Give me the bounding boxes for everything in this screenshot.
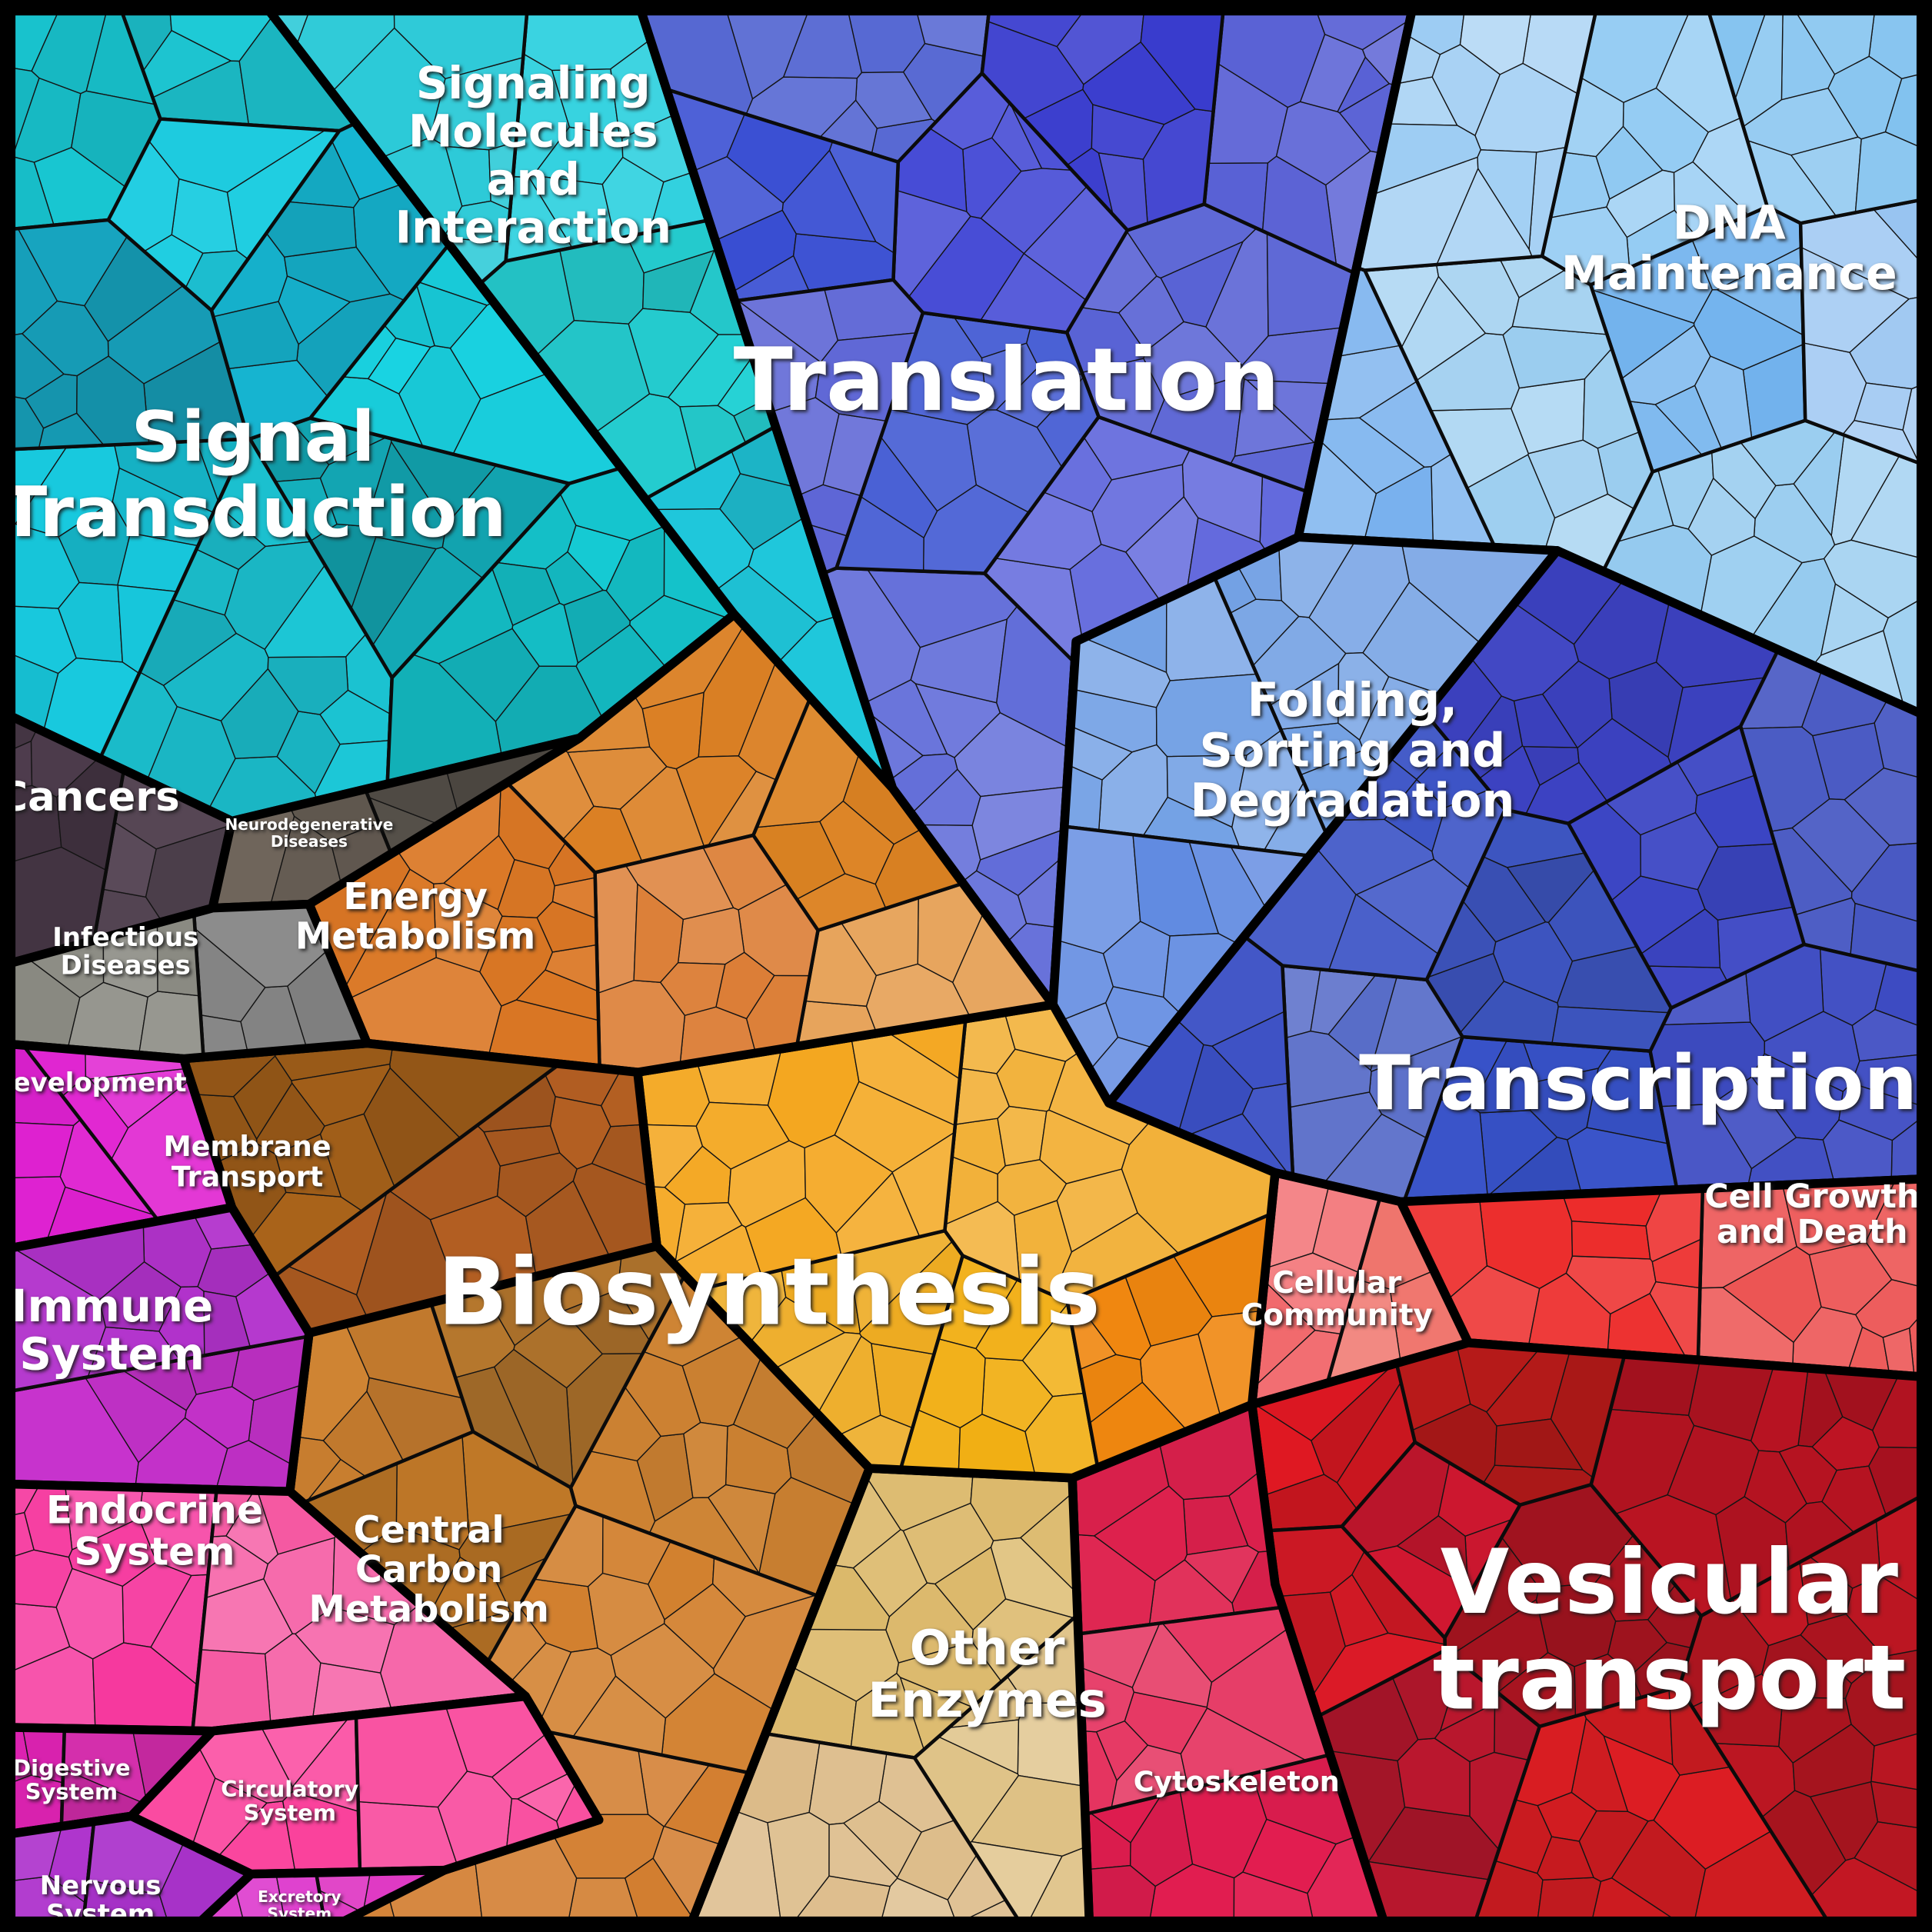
region-label-cellular-community: Community — [1241, 1298, 1433, 1333]
region-label-central-carbon-metabolism: Central — [354, 1509, 505, 1551]
region-label-digestive-system: Digestive — [12, 1754, 130, 1780]
region-label-other-enzymes: Enzymes — [868, 1672, 1106, 1728]
region-signaling-molecules-and-interaction — [256, 0, 898, 793]
region-membrane-transport — [178, 1038, 661, 1338]
region-digestive-system — [0, 1722, 218, 1840]
region-transcription — [1104, 546, 1932, 1207]
region-label-endocrine-system: Endocrine — [46, 1487, 263, 1532]
region-label-signaling-molecules-and-interaction: and — [487, 153, 580, 205]
region-label-infectious-diseases: Infectious — [52, 922, 198, 952]
region-label-cellular-community: Cellular — [1272, 1266, 1402, 1301]
region-label-signaling-molecules-and-interaction: Molecules — [408, 105, 658, 158]
region-label-endocrine-system: System — [74, 1529, 235, 1574]
region-label-cell-growth-and-death: and Death — [1717, 1213, 1908, 1251]
region-label-central-carbon-metabolism: Metabolism — [308, 1588, 549, 1631]
region-label-cell-growth-and-death: Cell Growth — [1704, 1178, 1920, 1216]
region-label-membrane-transport: Membrane — [164, 1130, 331, 1163]
region-label-energy-metabolism: Energy — [343, 876, 488, 918]
region-label-central-carbon-metabolism: Carbon — [355, 1549, 503, 1591]
region-label-biosynthesis: Biosynthesis — [438, 1238, 1101, 1346]
region-label-infectious-diseases: Diseases — [61, 950, 191, 980]
region-cellular-community — [1247, 1168, 1473, 1410]
region-infectious-diseases — [0, 899, 372, 1064]
region-label-dna-maintenance: DNA — [1673, 197, 1786, 251]
region-endocrine-system — [0, 1479, 531, 1736]
region-vesicular-transport — [1247, 1338, 1932, 1932]
region-label-signaling-molecules-and-interaction: Signaling — [416, 57, 651, 109]
region-label-neurodegenerative-diseases: Diseases — [271, 832, 348, 851]
region-label-other-enzymes: Other — [910, 1620, 1065, 1676]
region-label-energy-metabolism: Metabolism — [295, 916, 536, 958]
region-cell-growth-and-death — [1396, 1174, 1932, 1382]
region-translation — [633, 0, 1419, 1010]
region-label-circulatory-system: System — [244, 1800, 336, 1826]
region-label-membrane-transport: Transport — [172, 1160, 323, 1193]
region-central-carbon-metabolism — [285, 1241, 874, 1932]
region-label-digestive-system: System — [25, 1779, 118, 1805]
region-energy-metabolism — [305, 610, 1058, 1077]
region-label-immune-system: Immune — [11, 1280, 213, 1332]
region-label-folding-sorting-and-degradation: Degradation — [1190, 774, 1514, 828]
region-circulatory-system — [127, 1691, 604, 1879]
region-label-dna-maintenance: Maintenance — [1561, 247, 1897, 301]
region-label-neurodegenerative-diseases: Neurodegenerative — [225, 815, 393, 834]
region-label-excretory-system: Excretory — [258, 1887, 341, 1906]
region-label-folding-sorting-and-degradation: Sorting and — [1200, 724, 1506, 778]
region-label-immune-system: System — [19, 1327, 205, 1380]
region-label-signaling-molecules-and-interaction: Interaction — [395, 201, 671, 253]
region-label-cytoskeleton: Cytoskeleton — [1134, 1765, 1340, 1798]
region-label-folding-sorting-and-degradation: Folding, — [1247, 674, 1458, 728]
region-label-signal-transduction: Signal — [131, 397, 375, 478]
region-label-cancers: Cancers — [0, 774, 180, 821]
region-biosynthesis — [633, 1000, 1280, 1483]
region-cancers — [0, 706, 237, 971]
region-label-translation: Translation — [734, 329, 1280, 431]
region-label-signal-transduction: Transduction — [0, 472, 507, 553]
region-label-nervous-system: Nervous — [40, 1870, 162, 1900]
region-label-vesicular-transport: transport — [1433, 1627, 1907, 1730]
region-label-vesicular-transport: Vesicular — [1441, 1531, 1898, 1634]
region-folding-sorting-and-degradation — [1048, 532, 1562, 1108]
region-label-development: Development — [0, 1068, 187, 1098]
region-labels: SignalTransductionSignalingMoleculesandI… — [0, 57, 1920, 1929]
region-immune-system — [0, 1203, 314, 1497]
region-label-transcription: Transcription — [1359, 1040, 1917, 1128]
region-label-circulatory-system: Circulatory — [221, 1776, 358, 1802]
